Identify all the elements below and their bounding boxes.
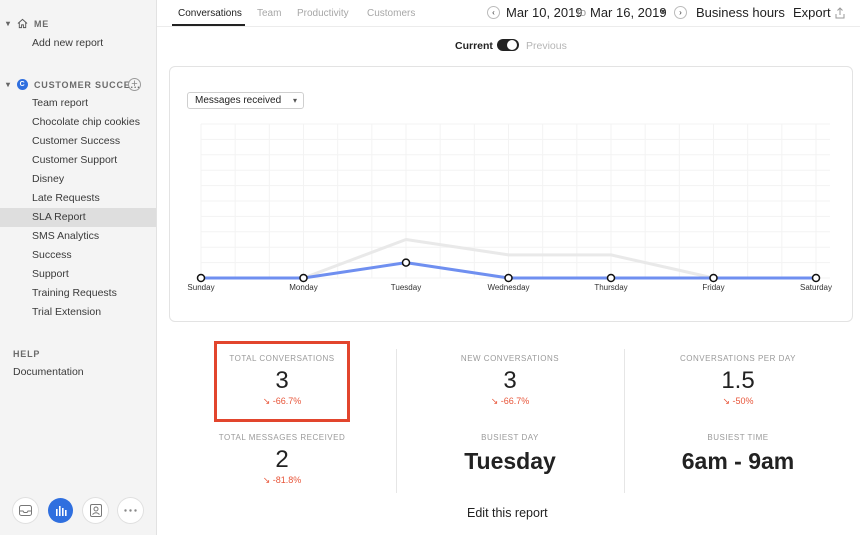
me-section-header[interactable]: ▾ ME: [6, 18, 49, 29]
sidebar-item-customer-success[interactable]: Customer Success: [32, 135, 121, 147]
me-section-title: ME: [34, 18, 50, 29]
busiest-day-label: BUSIEST DAY: [481, 433, 539, 442]
stats-divider: [396, 349, 397, 493]
next-range-button[interactable]: ›: [674, 6, 687, 19]
total-messages-label: TOTAL MESSAGES RECEIVED: [218, 433, 346, 442]
sidebar-item-chocolate-chip-cookies[interactable]: Chocolate chip cookies: [32, 116, 140, 128]
current-label: Current: [455, 40, 493, 52]
sidebar-item-disney[interactable]: Disney: [32, 173, 65, 185]
tab-conversations[interactable]: Conversations: [178, 8, 242, 19]
team-badge: C: [17, 79, 28, 90]
chevron-down-icon: ▾: [292, 96, 297, 105]
sidebar-item-documentation[interactable]: Documentation: [13, 366, 84, 378]
customer-success-section-title: CUSTOMER SUCCE...: [34, 79, 141, 90]
new-conversations-value: 3: [503, 367, 517, 394]
sidebar: ▾ ME Add new report ▾ C CUSTOMER SUCCE..…: [0, 0, 157, 535]
metric-select[interactable]: Messages received ▾: [187, 92, 304, 109]
export-button[interactable]: Export: [793, 5, 831, 20]
customer-success-section-header[interactable]: ▾ C CUSTOMER SUCCE...: [6, 79, 140, 90]
sidebar-item-team-report[interactable]: Team report: [32, 97, 89, 109]
stats-divider: [624, 349, 625, 493]
export-icon[interactable]: [835, 7, 845, 19]
sidebar-item-late-requests[interactable]: Late Requests: [32, 192, 100, 204]
end-date[interactable]: Mar 16, 2019: [590, 5, 667, 20]
conversations-per-day-change: ↘ -50%: [722, 396, 754, 406]
total-messages-value: 2: [275, 446, 289, 473]
x-tick-label: Wednesday: [487, 283, 530, 292]
total-conversations-label: TOTAL CONVERSATIONS: [229, 354, 335, 363]
sidebar-item-training-requests[interactable]: Training Requests: [32, 287, 117, 299]
home-icon: [17, 18, 28, 29]
previous-label: Previous: [526, 40, 567, 52]
previous-range-button[interactable]: ‹: [487, 6, 500, 19]
business-hours-button[interactable]: Business hours: [696, 5, 785, 20]
chevron-down-icon[interactable]: ▾: [661, 7, 666, 16]
help-section-header: HELP: [13, 349, 41, 359]
date-range-separator: to: [577, 7, 587, 19]
sidebar-item-trial-extension[interactable]: Trial Extension: [32, 306, 102, 318]
x-tick-label: Tuesday: [390, 283, 422, 292]
inbox-icon[interactable]: [13, 498, 38, 523]
highlight-annotation: [214, 341, 350, 422]
x-tick-label: Saturday: [799, 283, 833, 292]
conversations-per-day-value: 1.5: [721, 367, 755, 394]
sidebar-item-support[interactable]: Support: [32, 268, 69, 280]
tab-productivity[interactable]: Productivity: [297, 8, 349, 19]
period-toggle[interactable]: [497, 39, 519, 51]
topbar-divider: [157, 26, 860, 27]
sidebar-item-sla-report[interactable]: SLA Report: [0, 208, 156, 227]
total-messages-change: ↘ -81.8%: [262, 475, 302, 485]
sidebar-item-add-new-report[interactable]: Add new report: [32, 37, 104, 49]
active-tab-indicator: [172, 24, 245, 26]
total-conversations-change: ↘ -66.7%: [262, 396, 302, 406]
x-tick-label: Thursday: [594, 283, 628, 292]
sidebar-item-sms-analytics[interactable]: SMS Analytics: [32, 230, 100, 242]
new-conversations-label: NEW CONVERSATIONS: [460, 354, 560, 363]
edit-report-button[interactable]: Edit this report: [467, 506, 548, 520]
busiest-time-value: 6am - 9am: [681, 448, 795, 474]
metric-select-value: Messages received: [195, 95, 282, 106]
contacts-icon[interactable]: [83, 498, 108, 523]
x-tick-label: Monday: [289, 283, 318, 292]
chevron-down-icon: ▾: [6, 80, 11, 89]
tab-customers[interactable]: Customers: [367, 8, 416, 19]
busiest-day-value: Tuesday: [464, 448, 556, 474]
start-date[interactable]: Mar 10, 2019: [506, 5, 583, 20]
toggle-knob: [507, 40, 517, 50]
sidebar-item-customer-support[interactable]: Customer Support: [32, 154, 118, 166]
total-conversations-value: 3: [275, 367, 289, 394]
new-conversations-change: ↘ -66.7%: [490, 396, 530, 406]
more-icon[interactable]: [118, 498, 143, 523]
x-tick-label: Friday: [702, 283, 725, 292]
add-report-icon[interactable]: +: [128, 78, 141, 91]
busiest-time-label: BUSIEST TIME: [707, 433, 769, 442]
chevron-down-icon: ▾: [6, 19, 11, 28]
sidebar-item-success[interactable]: Success: [32, 249, 72, 261]
tab-team[interactable]: Team: [257, 8, 282, 19]
conversations-per-day-label: CONVERSATIONS PER DAY: [680, 354, 796, 363]
analytics-icon[interactable]: [48, 498, 73, 523]
x-tick-label: Sunday: [187, 283, 215, 292]
